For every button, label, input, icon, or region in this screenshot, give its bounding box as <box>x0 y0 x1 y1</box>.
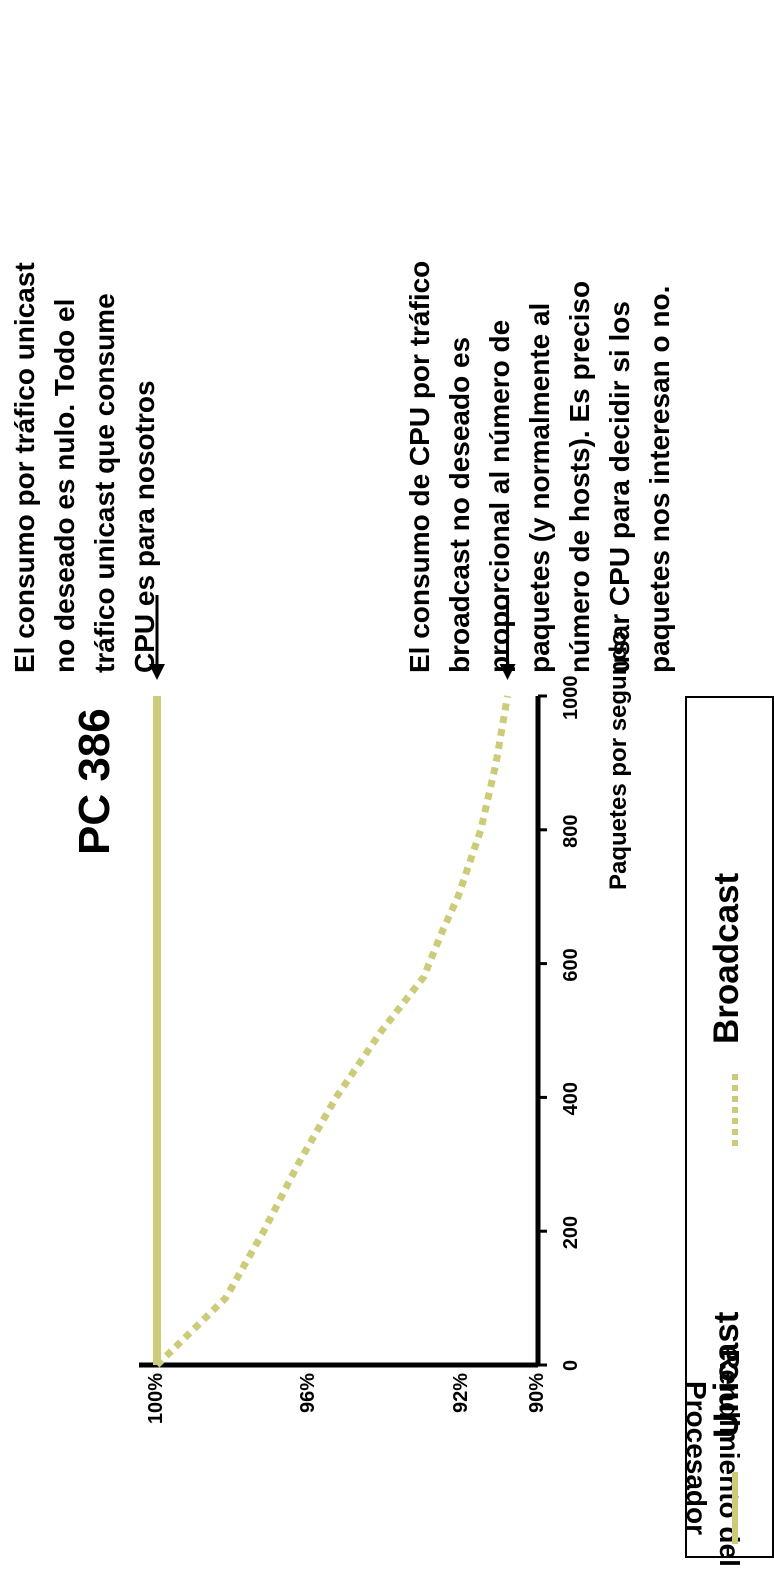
x-tick-label: 800 <box>560 814 582 848</box>
y-tick-label: 96% <box>297 1373 320 1414</box>
unicast-annotation-line: El consumo por tráfico unicast <box>9 262 40 673</box>
annotation-arrows <box>149 595 516 680</box>
x-tick-label: 400 <box>560 1082 582 1116</box>
broadcast-annotation-line: paquetes (y normalmente al <box>524 302 555 673</box>
x-tick-label: 0 <box>560 1359 582 1371</box>
axes <box>139 694 547 1368</box>
broadcast-annotation-line: número de hosts). Es preciso <box>564 280 595 673</box>
y-tick-label: 90% <box>526 1373 548 1414</box>
y-tick-label: 92% <box>449 1373 472 1414</box>
legend: Unicast Broadcast <box>685 696 774 1558</box>
series-line-broadcast <box>154 695 511 1368</box>
legend-swatches <box>732 1074 738 1544</box>
y-tick-label: 100% <box>145 1373 167 1425</box>
unicast-annotation-line: no deseado es nulo. Todo el <box>49 298 80 673</box>
x-tick-label: 200 <box>560 1215 582 1250</box>
unicast-arrow-head <box>149 664 165 680</box>
broadcast-annotation-line: usar CPU para decidir si los <box>604 301 635 673</box>
broadcast-arrow-head <box>499 664 516 680</box>
unicast-annotation-line: tráfico unicast que consume <box>89 293 120 673</box>
x-tick-label: 1000 <box>560 675 582 721</box>
broadcast-annotation: El consumo de CPU por tráfico broadcast n… <box>400 261 680 673</box>
broadcast-annotation-line: proporcional al número de <box>484 319 515 673</box>
legend-label-unicast: Unicast <box>707 1311 746 1438</box>
x-tick-label: 600 <box>560 948 582 982</box>
broadcast-annotation-line: El consumo de CPU por tráfico <box>404 260 435 673</box>
legend-label-broadcast: Broadcast <box>707 872 746 1044</box>
unicast-annotation-line: CPU es para nosotros <box>129 380 160 673</box>
broadcast-annotation-line: broadcast no deseado es <box>444 336 475 673</box>
broadcast-annotation-line: paquetes nos interesan o no. <box>644 285 675 673</box>
series-layer <box>153 695 511 1368</box>
unicast-annotation: El consumo por tráfico unicast no deseado… <box>5 262 165 673</box>
